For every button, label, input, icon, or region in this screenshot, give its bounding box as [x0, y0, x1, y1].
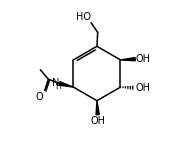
Text: OH: OH — [136, 54, 151, 64]
Polygon shape — [121, 58, 135, 61]
Text: OH: OH — [136, 83, 151, 93]
Text: OH: OH — [90, 116, 105, 126]
Text: H: H — [55, 82, 61, 91]
Text: O: O — [35, 91, 43, 102]
Text: N: N — [52, 78, 59, 88]
Text: HO: HO — [76, 12, 91, 22]
Polygon shape — [96, 101, 99, 115]
Polygon shape — [59, 82, 73, 87]
